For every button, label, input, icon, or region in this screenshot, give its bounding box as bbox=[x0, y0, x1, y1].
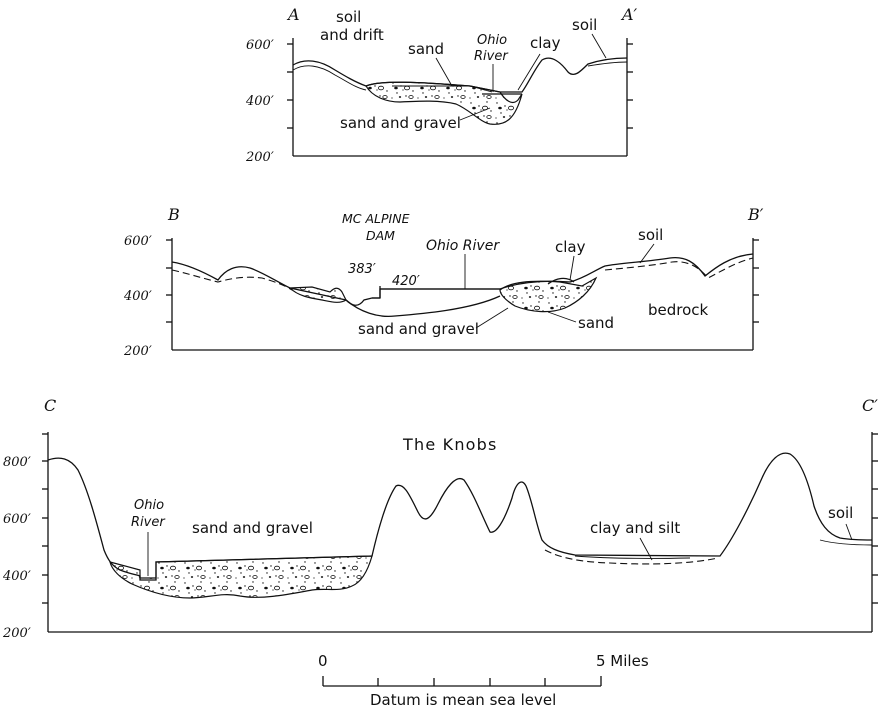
section-a-start-label: A bbox=[286, 5, 300, 24]
section-b: B B′ 600′ 400′ 200′ bbox=[123, 205, 764, 359]
section-b-label-dam: DAM bbox=[366, 228, 395, 243]
section-a-end-label: A′ bbox=[620, 5, 638, 24]
section-a-label-clay: clay bbox=[530, 34, 561, 52]
scale-start-label: 0 bbox=[318, 652, 328, 670]
section-a-elev-200: 200′ bbox=[245, 150, 274, 165]
section-c-end-label: C′ bbox=[862, 396, 878, 415]
scale-end-label: 5 Miles bbox=[596, 652, 649, 670]
section-b-label-sand: sand bbox=[578, 314, 614, 332]
section-c-elev-400: 400′ bbox=[2, 569, 31, 584]
section-b-label-420: 420′ bbox=[392, 274, 420, 289]
section-a: A A′ 600′ 400′ 200′ soil bbox=[245, 5, 638, 165]
section-b-elev-600: 600′ bbox=[124, 234, 152, 249]
section-c-profile bbox=[47, 452, 873, 599]
section-b-label-soil: soil bbox=[638, 226, 663, 244]
section-b-elev-400: 400′ bbox=[123, 289, 152, 304]
section-b-elev-200: 200′ bbox=[123, 344, 152, 359]
section-a-label-soil: soil bbox=[336, 8, 361, 26]
section-b-label-mc-alpine: MC ALPINE bbox=[342, 211, 410, 226]
section-a-label-sand-and-gravel: sand and gravel bbox=[340, 114, 461, 132]
section-c-label-clay-and-silt: clay and silt bbox=[590, 519, 680, 537]
scale-bar: 0 5 Miles Datum is mean sea level bbox=[318, 652, 649, 709]
section-b-label-sand-and-gravel: sand and gravel bbox=[358, 320, 479, 338]
section-c-label-sand-and-gravel: sand and gravel bbox=[192, 519, 313, 537]
section-c-label-river: River bbox=[131, 515, 166, 530]
section-b-label-383: 383′ bbox=[348, 262, 376, 277]
section-b-end-label: B′ bbox=[747, 205, 764, 224]
section-b-labels: MC ALPINE DAM 383′ 420′ Ohio River clay … bbox=[342, 211, 709, 338]
section-c-elev-600: 600′ bbox=[3, 512, 31, 527]
section-c: C C′ 800′ 600′ 400′ 200′ bbox=[2, 396, 878, 641]
section-a-elev-400: 400′ bbox=[245, 94, 274, 109]
section-b-profile bbox=[171, 253, 754, 318]
section-a-labels: soil and drift sand Ohio River clay soil… bbox=[320, 8, 607, 132]
section-a-label-soil-right: soil bbox=[572, 16, 597, 34]
section-c-label-soil: soil bbox=[828, 504, 853, 522]
section-b-elevation-axis: 600′ 400′ 200′ bbox=[123, 234, 759, 359]
section-c-start-label: C bbox=[44, 396, 56, 415]
section-c-elev-200: 200′ bbox=[2, 626, 31, 641]
section-b-label-clay: clay bbox=[555, 238, 586, 256]
section-b-label-ohio-river: Ohio River bbox=[426, 238, 500, 254]
section-a-label-and-drift: and drift bbox=[320, 26, 384, 44]
section-b-label-bedrock: bedrock bbox=[648, 301, 709, 319]
section-a-label-ohio: Ohio bbox=[477, 33, 507, 48]
section-a-label-river: River bbox=[474, 49, 509, 64]
section-c-label-ohio: Ohio bbox=[134, 498, 164, 513]
section-c-labels: The Knobs Ohio River sand and gravel cla… bbox=[131, 435, 853, 576]
section-c-elevation-axis: 800′ 600′ 400′ 200′ bbox=[2, 432, 878, 641]
section-b-start-label: B bbox=[167, 205, 180, 224]
section-a-elevation-axis: 600′ 400′ 200′ bbox=[245, 38, 633, 165]
section-a-elev-600: 600′ bbox=[246, 38, 274, 53]
section-c-elev-800: 800′ bbox=[3, 455, 31, 470]
section-a-label-sand: sand bbox=[408, 40, 444, 58]
section-a-profile bbox=[292, 57, 628, 125]
section-c-label-the-knobs: The Knobs bbox=[402, 435, 498, 454]
scale-caption: Datum is mean sea level bbox=[370, 691, 556, 709]
